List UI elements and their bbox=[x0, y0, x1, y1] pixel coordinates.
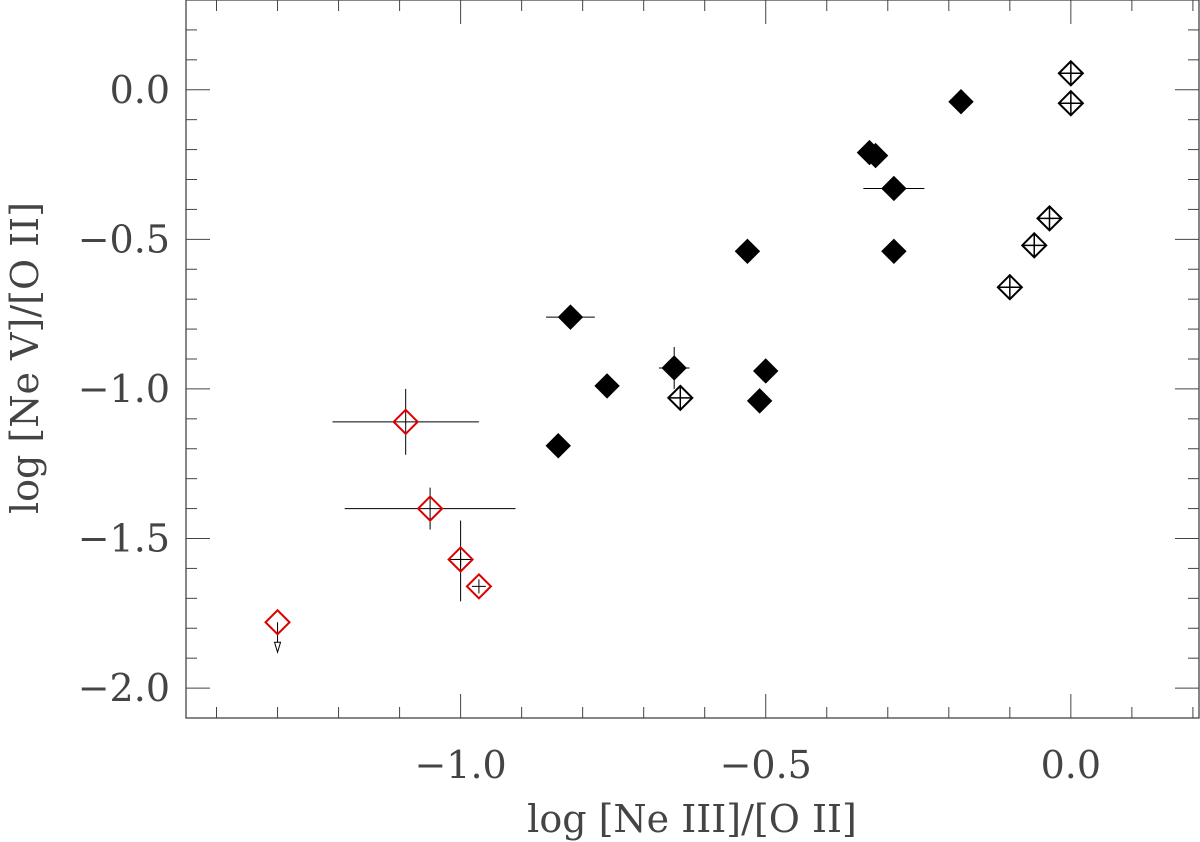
filled-diamond-point bbox=[545, 433, 571, 459]
x-tick-label: −0.5 bbox=[720, 743, 812, 787]
axis-ticks bbox=[186, 0, 1199, 719]
x-axis-title: log [Ne III]/[O II] bbox=[527, 797, 857, 841]
error-bars bbox=[273, 187, 925, 655]
tick-labels: −1.0 −0.5 0.0 −2.0 −1.5 −1.0 −0.5 0.0 bbox=[78, 68, 1101, 787]
y-tick-label: −1.0 bbox=[78, 367, 170, 411]
filled-diamond-point bbox=[753, 358, 779, 384]
open-diamond-point bbox=[1057, 89, 1085, 117]
red-diamond-point bbox=[392, 408, 420, 436]
filled-diamond-point bbox=[594, 373, 620, 399]
data-markers bbox=[264, 59, 1085, 636]
y-tick-label: −2.0 bbox=[78, 666, 170, 710]
filled-diamond-point bbox=[661, 355, 687, 381]
open-diamond-point bbox=[666, 384, 694, 412]
red-diamond-point bbox=[465, 572, 493, 600]
filled-diamond-point bbox=[948, 89, 974, 115]
red-diamond-point bbox=[447, 546, 475, 573]
filled-diamond-point bbox=[734, 238, 761, 265]
filled-diamond-point bbox=[862, 142, 889, 169]
y-tick-label: −1.5 bbox=[78, 517, 170, 561]
red-diamond-point bbox=[416, 495, 444, 522]
y-tick-label: 0.0 bbox=[110, 68, 170, 112]
filled-diamond-point bbox=[557, 304, 584, 330]
filled-diamond-point bbox=[881, 238, 907, 265]
x-tick-label: −1.0 bbox=[414, 743, 506, 787]
filled-diamond-point bbox=[746, 388, 773, 414]
plot-frame bbox=[185, 0, 1200, 719]
upper-limit-arrow bbox=[273, 641, 282, 655]
filled-diamond-point bbox=[881, 175, 907, 202]
y-axis-title: log [Ne V]/[O II] bbox=[3, 202, 47, 514]
y-tick-label: −0.5 bbox=[78, 217, 170, 261]
open-diamond-point bbox=[1020, 231, 1048, 259]
x-tick-label: 0.0 bbox=[1041, 743, 1101, 787]
red-diamond-point bbox=[264, 608, 291, 636]
open-diamond-point bbox=[1036, 204, 1063, 232]
